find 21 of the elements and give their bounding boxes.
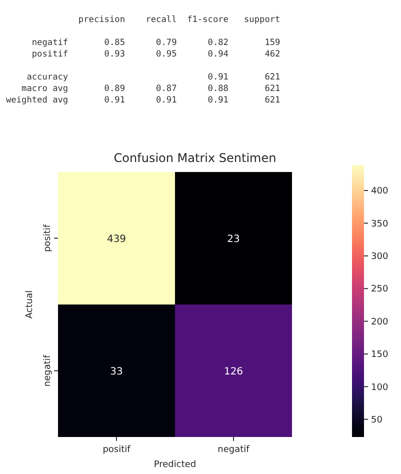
color-bar-label: 400: [371, 186, 388, 197]
color-bar-label: 200: [371, 317, 388, 328]
data-label: 126: [224, 366, 244, 378]
data-label: 439: [106, 234, 126, 245]
color-bar-label: 150: [371, 350, 388, 360]
color-bar-label: 250: [371, 284, 388, 295]
text: weighted avg 0.91 0.91 0.91 621: [6, 96, 280, 106]
chart-title: Confusion Matrix Sentimen: [114, 151, 276, 165]
data-label: 33: [110, 366, 123, 378]
color-bar-label: 50: [371, 415, 383, 426]
text: accuracy 0.91 621: [6, 72, 280, 82]
color-bar-label: 300: [371, 252, 388, 262]
y-axis-title: Actual: [25, 290, 35, 319]
text: precision recall f1-score support: [6, 15, 280, 25]
text: negatif 0.85 0.79 0.82 159: [6, 38, 280, 48]
text: macro avg 0.89 0.87 0.88 621: [6, 84, 280, 94]
text: positif 0.93 0.95 0.94 462: [6, 50, 280, 60]
color-bar-label: 350: [371, 219, 388, 230]
color-bar-label: 100: [371, 382, 388, 393]
data-label: 23: [227, 234, 240, 245]
x-axis-title: Predicted: [154, 460, 196, 470]
